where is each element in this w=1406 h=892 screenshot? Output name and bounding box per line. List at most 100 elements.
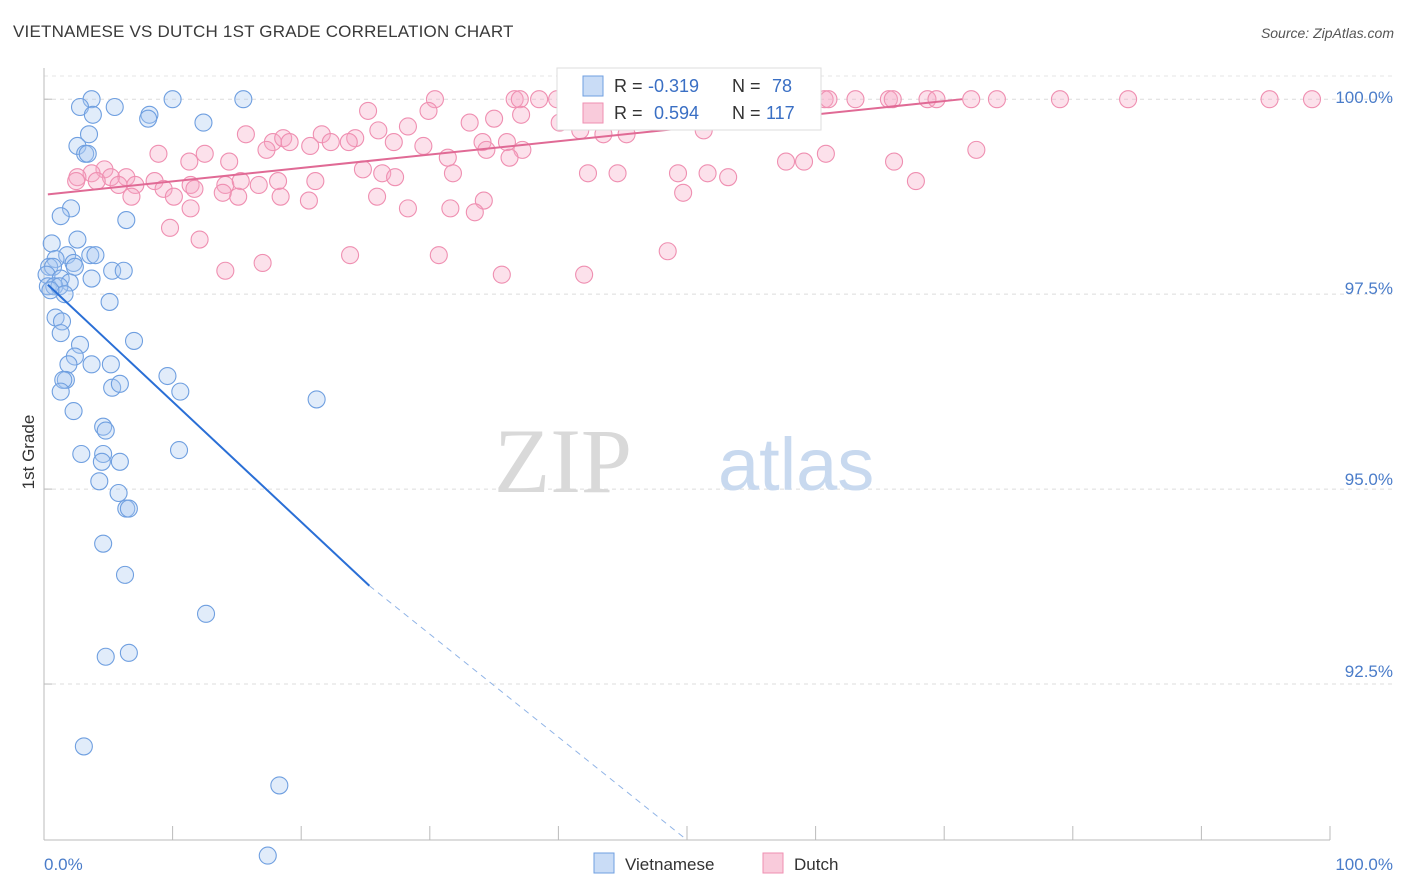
vietnamese-point-19: [81, 246, 100, 265]
vietnamese-point-52: [171, 382, 190, 401]
dutch-point-28: [369, 121, 388, 140]
vietnamese-point-16: [68, 230, 87, 249]
vietnamese-point-45: [82, 355, 101, 374]
vietnamese-point-71: [96, 647, 115, 666]
dutch-point-109: [658, 242, 677, 261]
dutch-point-54: [149, 144, 168, 163]
legend-label-vietnamese: Vietnamese: [625, 855, 714, 874]
dutch-point-108: [429, 246, 448, 265]
vietnamese-point-15: [117, 211, 136, 230]
dutch-point-32: [384, 133, 403, 152]
dutch-point-25: [359, 101, 378, 120]
dutch-point-76: [269, 172, 288, 191]
stats-swatch-dutch: [582, 102, 604, 124]
y-tick-label-100: 100.0%: [1335, 88, 1393, 107]
dutch-point-50: [301, 136, 320, 156]
dutch-point-113: [575, 265, 594, 284]
dutch-point-22: [819, 90, 838, 109]
dutch-point-87: [794, 152, 814, 171]
dutch-point-53: [195, 144, 214, 163]
stats-n-value-dutch: 117: [766, 103, 795, 123]
dutch-point-0: [425, 90, 444, 109]
vietnamese-point-12: [78, 144, 97, 163]
stats-r-value-vietnamese: -0.319: [648, 76, 699, 96]
dutch-point-2: [510, 90, 529, 109]
dutch-point-110: [216, 261, 235, 280]
dutch-point-80: [443, 164, 462, 183]
vietnamese-point-69: [196, 604, 216, 623]
dutch-point-47: [280, 133, 299, 152]
dutch-point-43: [485, 109, 504, 128]
vietnamese-point-57: [96, 421, 115, 440]
vietnamese-point-67: [94, 534, 113, 553]
dutch-point-66: [67, 172, 86, 191]
dutch-point-56: [500, 148, 519, 167]
dutch-point-98: [185, 179, 204, 198]
dutch-point-95: [213, 183, 232, 202]
dutch-point-19: [1119, 90, 1138, 109]
vietnamese-point-66: [119, 499, 138, 518]
watermark-atlas: atlas: [718, 423, 874, 506]
vietnamese-point-64: [109, 483, 128, 503]
dutch-point-88: [884, 152, 904, 171]
vietnamese-point-44: [59, 355, 78, 374]
dutch-point-67: [87, 172, 106, 191]
dutch-point-23: [530, 90, 549, 109]
vietnamese-point-5: [83, 105, 102, 124]
vietnamese-point-48: [54, 370, 73, 389]
vietnamese-point-54: [307, 390, 326, 409]
dutch-point-21: [1302, 90, 1322, 109]
dutch-point-114: [181, 199, 200, 218]
dutch-point-84: [698, 164, 717, 183]
dutch-point-52: [236, 125, 255, 144]
vietnamese-point-61: [92, 452, 111, 471]
watermark-zip: ZIP: [494, 410, 632, 512]
vietnamese-point-74: [258, 846, 277, 865]
legend-swatch-dutch: [762, 852, 784, 874]
dutch-point-60: [180, 152, 199, 171]
vietnamese-point-59: [72, 444, 91, 464]
dutch-point-104: [465, 203, 484, 222]
dutch-point-59: [220, 152, 239, 171]
stats-r-label-dutch: R =: [614, 103, 643, 123]
dutch-point-85: [719, 168, 738, 187]
y-axis-label: 1st Grade: [19, 415, 38, 490]
stats-n-value-vietnamese: 78: [772, 76, 792, 96]
vietnamese-point-70: [119, 643, 138, 662]
vietnamese-point-42: [70, 335, 90, 354]
legend-label-dutch: Dutch: [794, 855, 838, 874]
data-points: [37, 90, 1322, 865]
vietnamese-point-7: [139, 109, 158, 128]
vietnamese-point-58: [169, 441, 189, 460]
dutch-point-45: [398, 117, 417, 136]
dutch-point-18: [1050, 90, 1069, 109]
vietnamese-point-9: [79, 125, 99, 144]
stats-n-label-dutch: N =: [732, 103, 761, 123]
dutch-point-16: [962, 90, 981, 109]
dutch-point-99: [299, 191, 318, 210]
watermark: ZIP atlas: [494, 410, 874, 512]
vietnamese-point-68: [115, 565, 135, 584]
stats-r-value-dutch: 0.594: [654, 103, 699, 123]
y-tick-label-92-5: 92.5%: [1345, 662, 1393, 681]
vietnamese-trend-extension: [369, 585, 688, 841]
dutch-point-91: [906, 172, 925, 191]
vietnamese-point-53: [51, 382, 70, 401]
source-credit: Source: ZipAtlas.com: [1260, 25, 1394, 41]
vietnamese-point-8: [194, 113, 213, 132]
dutch-point-49: [339, 133, 358, 152]
dutch-point-17: [987, 90, 1006, 109]
vietnamese-point-41: [124, 331, 144, 350]
dutch-point-93: [271, 187, 290, 206]
y-tick-label-95: 95.0%: [1345, 470, 1393, 489]
vietnamese-point-14: [51, 207, 70, 226]
dutch-point-83: [668, 164, 688, 183]
vietnamese-point-37: [41, 281, 60, 300]
dutch-point-20: [1260, 90, 1279, 109]
vietnamese-point-73: [270, 776, 289, 795]
dutch-point-74: [231, 172, 250, 191]
vietnamese-point-17: [42, 234, 61, 253]
dutch-point-106: [160, 218, 180, 237]
stats-swatch-vietnamese: [582, 75, 604, 97]
